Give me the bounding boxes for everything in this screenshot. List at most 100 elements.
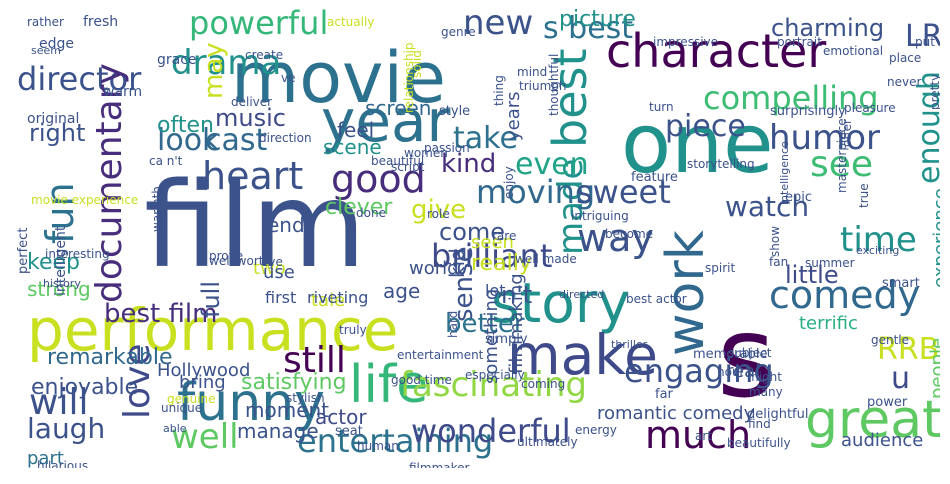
- word-bring: bring: [179, 372, 226, 393]
- word-turn: turn: [649, 100, 674, 114]
- word-fan: fan: [769, 255, 788, 269]
- word-fresh: fresh: [83, 14, 118, 30]
- word-passion: passion: [424, 141, 470, 155]
- word-still: still: [283, 340, 346, 381]
- word-relationship: relationship: [402, 42, 416, 113]
- word-beautifully: beautifully: [727, 436, 791, 450]
- word-screen: screen: [365, 96, 431, 120]
- word-strong: strong: [27, 277, 91, 301]
- word-u: u: [891, 361, 910, 396]
- word-better: better: [445, 309, 525, 339]
- word-true: true: [857, 183, 871, 208]
- word-storytelling: storytelling: [687, 157, 755, 171]
- word-pretty: pretty: [928, 74, 940, 110]
- word-filmmaking: filmmaking: [506, 273, 527, 374]
- word-scene: scene: [323, 135, 382, 159]
- word-much: much: [645, 413, 751, 457]
- word-power: power: [867, 395, 908, 410]
- word-offer: offer: [840, 119, 854, 147]
- word-grace: grace: [157, 52, 197, 68]
- word-place: place: [889, 51, 921, 65]
- word-filmmaker: filmmaker: [409, 461, 470, 468]
- word-people: people: [927, 338, 940, 399]
- word-one: one: [621, 97, 774, 192]
- word-solid: solid: [410, 50, 424, 78]
- word-way: way: [577, 216, 654, 260]
- word-keep: keep: [27, 250, 80, 275]
- word-interesting: interesting: [45, 247, 110, 261]
- word-seem: seem: [31, 44, 61, 57]
- word-little: little: [785, 261, 839, 289]
- word-powerful: powerful: [189, 4, 328, 42]
- word-film: film: [144, 156, 366, 294]
- word-look: look: [157, 123, 220, 158]
- word-deliver: deliver: [231, 95, 272, 109]
- word-really: really: [471, 251, 532, 276]
- word-script: script: [391, 160, 425, 174]
- word-many: many: [749, 385, 783, 399]
- word-simply: simply: [485, 332, 528, 347]
- word-n-t: n't: [501, 281, 532, 309]
- word-may: may: [199, 42, 229, 99]
- word-eye: eye: [261, 255, 283, 269]
- word-find: find: [748, 417, 771, 431]
- word-exciting: exciting: [856, 244, 899, 257]
- word-portrait: portrait: [777, 35, 822, 49]
- word-far: far: [655, 387, 674, 402]
- word-work: work: [656, 230, 716, 356]
- word-time: time: [840, 220, 917, 260]
- word-perfect: perfect: [16, 228, 31, 274]
- word-mind: mind: [517, 65, 547, 79]
- word-enjoyable: enjoyable: [31, 375, 138, 400]
- word-fun: fun: [38, 182, 82, 244]
- word-give: give: [411, 195, 466, 225]
- word-pleasure: pleasure: [844, 101, 896, 115]
- word-enough: enough: [912, 71, 940, 184]
- word-wonderful: wonderful: [411, 412, 571, 450]
- word-romantic-comedy: romantic comedy: [597, 403, 755, 424]
- word-performance: performance: [27, 296, 398, 364]
- word-years: years: [503, 91, 524, 141]
- word-drama: drama: [171, 43, 281, 83]
- word-style: style: [439, 104, 470, 119]
- word-hour: hour: [717, 365, 745, 379]
- word-documentary: documentary: [89, 63, 130, 303]
- word-fascinating: fascinating: [400, 365, 587, 405]
- word-laugh: laugh: [27, 412, 105, 445]
- word-good: good: [331, 157, 426, 201]
- word-done: done: [356, 206, 386, 220]
- word-see: see: [810, 144, 873, 185]
- word-sense: sense: [449, 246, 479, 322]
- word-entertainment: entertainment: [397, 348, 484, 362]
- word-epic: epic: [785, 190, 812, 205]
- word-emotional: emotional: [823, 44, 883, 58]
- word-first: first: [265, 288, 296, 307]
- word-story: story: [491, 271, 630, 335]
- word-make: make: [507, 323, 658, 387]
- word-ca-n-t: ca n't: [149, 154, 183, 168]
- word-director: director: [17, 60, 142, 98]
- word-music: music: [215, 104, 286, 132]
- word-piece: piece: [665, 109, 746, 144]
- word-new: new: [463, 4, 533, 43]
- word-sweet: sweet: [576, 173, 671, 211]
- word-enjoy: enjoy: [502, 166, 516, 199]
- word-will: will: [29, 382, 88, 423]
- word-best: best: [543, 48, 597, 148]
- word-triumph: triumph: [519, 79, 567, 93]
- word-warm: warm: [103, 84, 142, 100]
- word-feature: feature: [631, 170, 678, 185]
- word-prove: prove: [209, 249, 243, 263]
- word-entertaining: entertaining: [297, 422, 493, 460]
- word-spirit: spirit: [705, 261, 735, 275]
- word-great: great: [805, 390, 940, 450]
- word-best-film: best film: [104, 299, 217, 329]
- word-end: end: [267, 213, 305, 237]
- word-seen: seen: [471, 232, 514, 253]
- word-even: even: [515, 147, 589, 182]
- word-masterpiece: masterpiece: [835, 118, 849, 193]
- word-become: become: [605, 227, 653, 241]
- word-edge: edge: [39, 36, 74, 52]
- word-thing: thing: [492, 75, 506, 106]
- word-heart: heart: [202, 154, 303, 198]
